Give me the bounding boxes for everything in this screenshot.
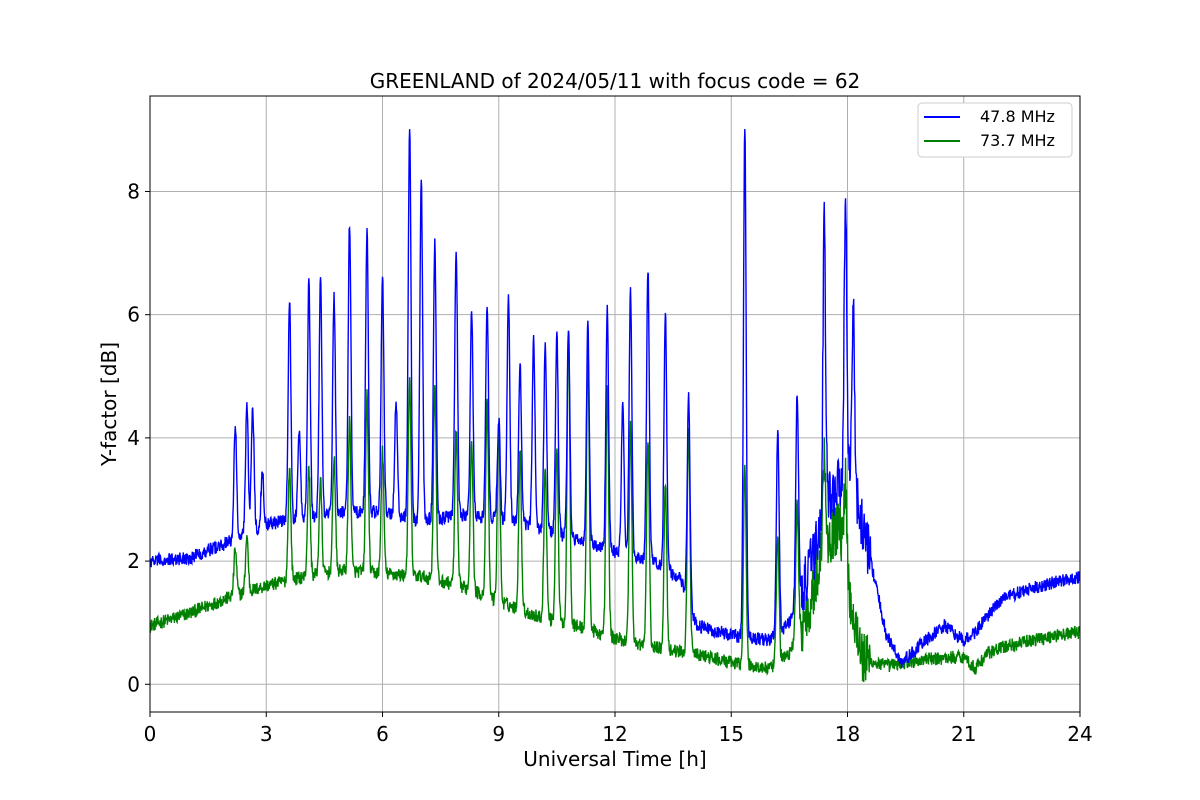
x-axis-label: Universal Time [h]	[523, 747, 706, 771]
legend-label-47-8: 47.8 MHz	[980, 107, 1055, 126]
x-tick-label: 15	[719, 722, 744, 746]
y-tick-label: 0	[127, 672, 140, 696]
chart-title: GREENLAND of 2024/05/11 with focus code …	[370, 69, 861, 93]
y-tick-label: 2	[127, 549, 140, 573]
x-tick-label: 3	[260, 722, 273, 746]
x-tick-label: 21	[951, 722, 976, 746]
x-tick-label: 9	[492, 722, 505, 746]
x-tick-label: 6	[376, 722, 389, 746]
series-line-73-7-mhz	[150, 330, 1080, 683]
x-tick-label: 24	[1067, 722, 1092, 746]
grid	[149, 96, 1081, 712]
series-line-47-8-mhz	[150, 128, 1080, 669]
y-tick-label: 4	[127, 426, 140, 450]
legend: 47.8 MHz 73.7 MHz	[917, 102, 1073, 158]
legend-label-73-7: 73.7 MHz	[980, 131, 1055, 150]
y-tick-label: 8	[127, 179, 140, 203]
y-tick-label: 6	[127, 303, 140, 327]
x-axis: 0 3 6 9 12 15 18 21 24	[144, 712, 1093, 746]
x-tick-label: 18	[835, 722, 860, 746]
y-axis-label: Y-factor [dB]	[97, 342, 121, 467]
x-tick-label: 0	[144, 722, 157, 746]
y-axis: 0 2 4 6 8	[127, 179, 150, 696]
x-tick-label: 12	[602, 722, 627, 746]
plot-area	[150, 128, 1080, 683]
